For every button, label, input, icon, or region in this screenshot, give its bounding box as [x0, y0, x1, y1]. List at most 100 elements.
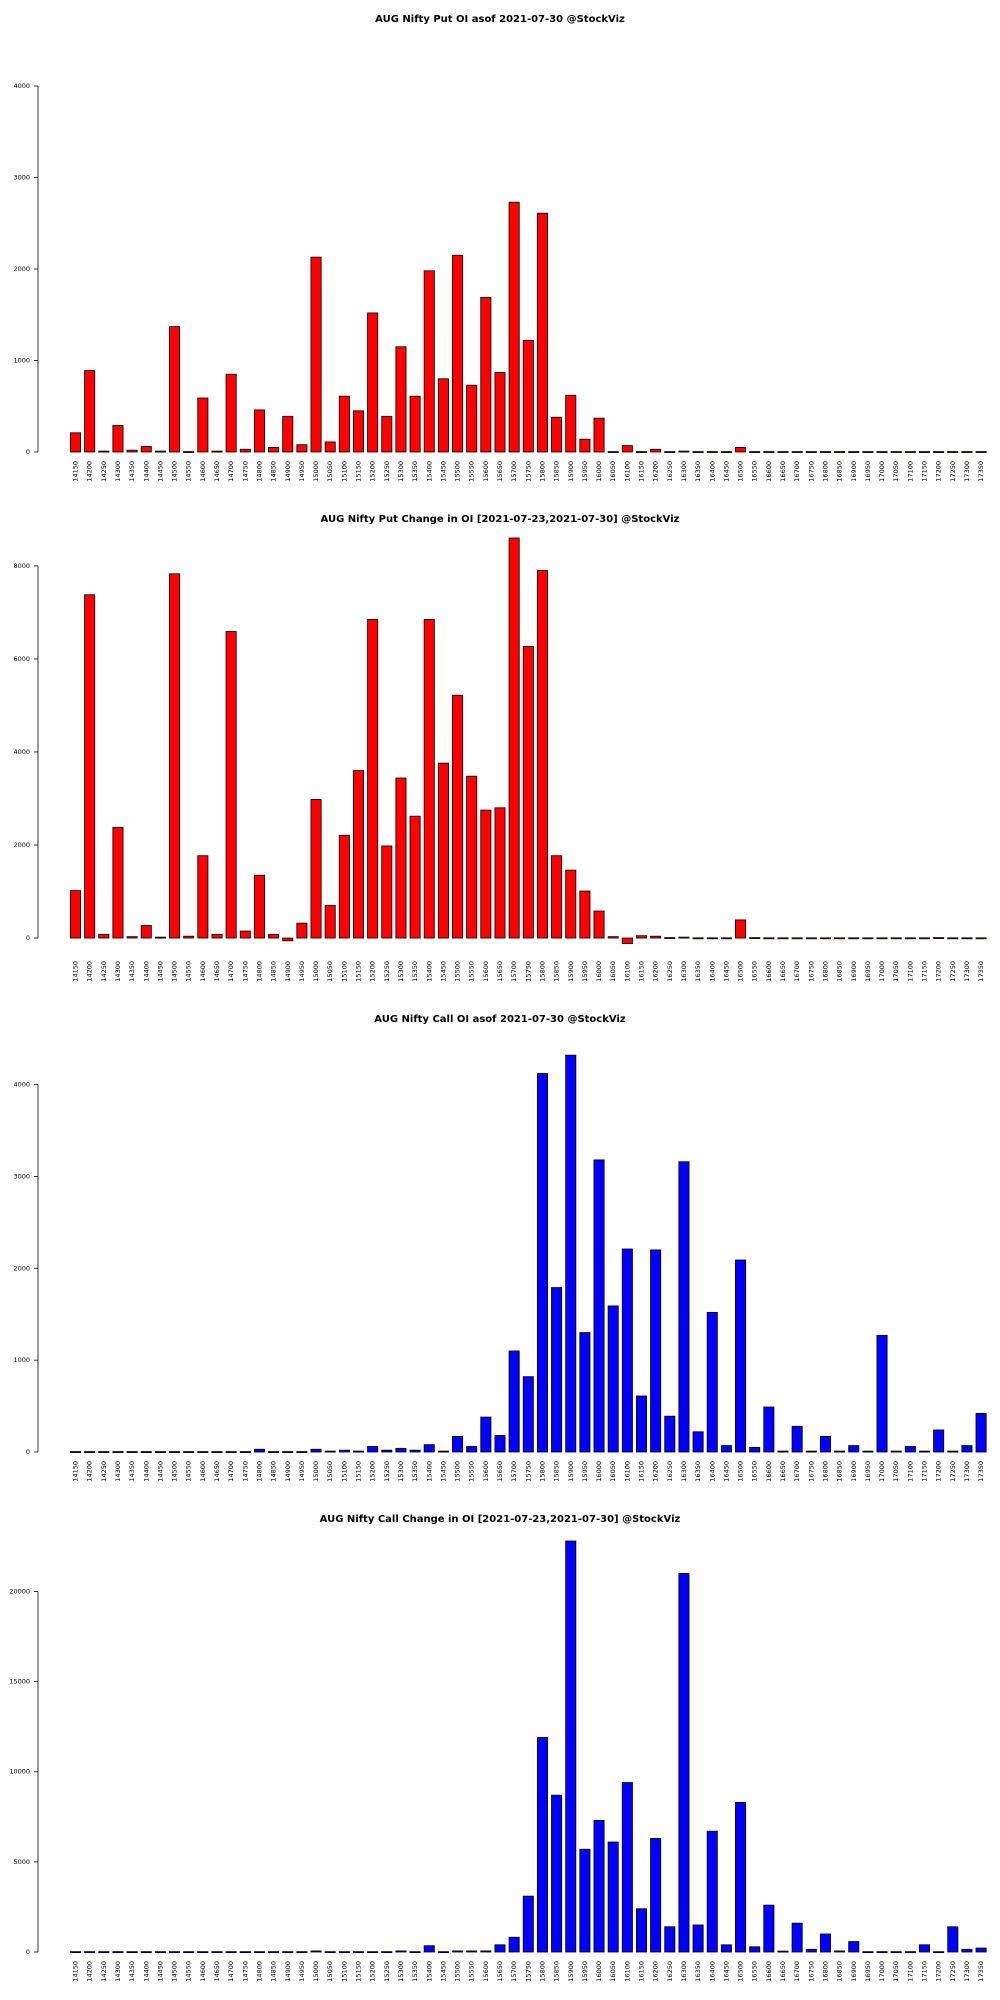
x-tick-label: 14200 [86, 961, 94, 982]
bar [834, 451, 846, 453]
x-tick-label: 15650 [496, 461, 504, 482]
bar [536, 212, 548, 453]
x-tick-label: 16200 [652, 1461, 660, 1482]
bar [381, 1449, 393, 1453]
bar [282, 1451, 294, 1453]
x-tick-label: 16500 [737, 961, 745, 982]
x-tick-label: 15250 [383, 961, 391, 982]
bar [395, 346, 407, 453]
x-tick-label: 16800 [821, 961, 829, 982]
bar [636, 451, 648, 453]
bar [735, 1259, 747, 1453]
bar [480, 296, 492, 453]
chart-plot: 0 2000 4000 6000 8000 14150 14200 14250 14300 143… [13, 537, 987, 982]
x-tick-label: 15750 [524, 461, 532, 482]
x-tick-label: 14750 [241, 1461, 249, 1482]
bar [636, 1395, 648, 1453]
bar [947, 937, 959, 940]
bar [452, 694, 464, 939]
x-tick-label: 15000 [312, 1961, 320, 1982]
x-tick-label: 14300 [114, 1961, 122, 1982]
x-tick-label: 14500 [171, 461, 179, 482]
bar [961, 937, 973, 940]
x-tick-label: 16350 [694, 1961, 702, 1982]
x-tick-label: 16000 [595, 1461, 603, 1482]
x-tick-label: 14550 [185, 961, 193, 982]
bar [253, 1951, 265, 1954]
x-tick-label: 16550 [751, 961, 759, 982]
x-tick-label: 17200 [935, 961, 943, 982]
chart-call-change-oi: AUG Nifty Call Change in OI [2021-07-23,… [0, 1500, 1000, 2000]
x-tick-label: 16050 [609, 1961, 617, 1982]
x-tick-label: 16250 [666, 461, 674, 482]
bar [975, 1947, 987, 1953]
bar [338, 834, 350, 939]
x-tick-label: 15500 [454, 1461, 462, 1482]
chart-title: AUG Nifty Call OI asof 2021-07-30 @Stock… [374, 1014, 626, 1025]
x-tick-label: 15350 [411, 1461, 419, 1482]
x-tick-label: 17350 [977, 1461, 985, 1482]
x-tick-label: 15200 [369, 961, 377, 982]
x-tick-label: 15550 [468, 1461, 476, 1482]
x-tick-label: 17350 [977, 961, 985, 982]
x-tick-label: 15100 [340, 1461, 348, 1482]
bar [423, 619, 435, 939]
bar [140, 1451, 152, 1453]
x-tick-label: 16700 [793, 961, 801, 982]
bar [650, 935, 662, 939]
x-tick-label: 14950 [298, 461, 306, 482]
bar [961, 1445, 973, 1453]
x-tick-label: 14650 [213, 961, 221, 982]
bar [904, 451, 916, 453]
bar [904, 937, 916, 940]
x-tick-label: 15550 [468, 961, 476, 982]
x-tick-label: 17050 [892, 461, 900, 482]
x-tick-label: 16900 [850, 961, 858, 982]
x-tick-label: 15850 [553, 1461, 561, 1482]
bar [126, 449, 138, 453]
x-tick-label: 16600 [765, 1461, 773, 1482]
bar [805, 1450, 817, 1453]
bar [522, 339, 534, 453]
bar [890, 1450, 902, 1453]
bar [84, 1951, 96, 1954]
x-tick-label: 15050 [326, 461, 334, 482]
bar [253, 409, 265, 453]
x-tick-label: 15400 [425, 1961, 433, 1982]
y-tick-label: 3000 [13, 174, 30, 182]
x-tick-label: 14450 [156, 461, 164, 482]
bar [352, 770, 364, 939]
bar [126, 1451, 138, 1453]
x-tick-label: 14550 [185, 1461, 193, 1482]
x-tick-label: 16850 [836, 461, 844, 482]
x-tick-label: 15100 [340, 461, 348, 482]
y-tick-label: 4000 [13, 748, 30, 756]
bar [296, 444, 308, 453]
bar [466, 384, 478, 453]
x-tick-label: 15150 [355, 1961, 363, 1982]
bar [919, 451, 931, 453]
bar [338, 1449, 350, 1453]
x-tick-label: 15400 [425, 961, 433, 982]
bar [253, 1448, 265, 1453]
bar [706, 937, 718, 940]
x-tick-label: 14550 [185, 461, 193, 482]
x-tick-label: 16300 [680, 1461, 688, 1482]
bar [607, 1305, 619, 1453]
x-tick-label: 16750 [807, 1961, 815, 1982]
x-tick-label: 14650 [213, 1961, 221, 1982]
y-tick-label: 8000 [13, 562, 30, 570]
x-tick-label: 14850 [270, 1461, 278, 1482]
bar [324, 905, 336, 939]
bar [678, 450, 690, 453]
bar [607, 936, 619, 939]
x-tick-label: 14750 [241, 461, 249, 482]
bar [296, 1951, 308, 1954]
x-tick-label: 15650 [496, 1461, 504, 1482]
x-tick-label: 14400 [142, 461, 150, 482]
bar [579, 1848, 591, 1953]
x-tick-label: 17150 [921, 961, 929, 982]
x-tick-label: 15650 [496, 1961, 504, 1982]
bar [720, 1944, 732, 1953]
x-tick-label: 16650 [779, 1461, 787, 1482]
